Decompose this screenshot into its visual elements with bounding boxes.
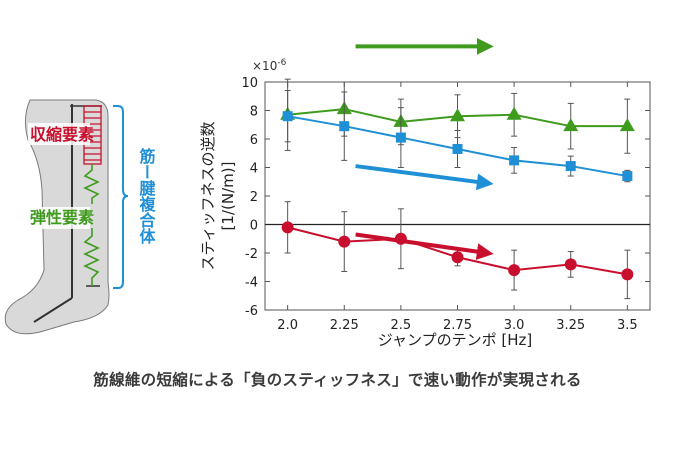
y-exponent: ×10-6: [252, 58, 287, 73]
data-point-square: [622, 171, 633, 182]
complex-bracket: [113, 105, 129, 289]
data-point-square: [565, 161, 576, 172]
data-point-circle: [621, 268, 634, 281]
y-axis-label-line2: [1/(N/m)]: [219, 162, 237, 231]
y-tick-label: 8: [250, 105, 258, 120]
x-tick-label: 2.75: [443, 318, 472, 333]
y-tick-label: -4: [245, 276, 258, 291]
elastic-spring-lower: [83, 228, 100, 286]
y-tick-label: 0: [250, 219, 258, 234]
data-point-square: [509, 155, 520, 166]
x-tick-label: 2.5: [391, 318, 412, 333]
bone-line-foot: [33, 297, 73, 323]
caption: 筋線維の短縮による「負のスティッフネス」で速い動作が実現される: [93, 371, 582, 389]
y-tick-label: 4: [250, 162, 258, 177]
data-point-circle: [508, 264, 521, 277]
data-point-circle: [564, 258, 577, 271]
data-point-triangle: [619, 118, 635, 132]
x-tick-label: 2.0: [277, 318, 298, 333]
data-point-circle: [338, 235, 351, 248]
x-tick-label: 3.25: [556, 318, 585, 333]
data-point-square: [282, 111, 293, 122]
series-layer: [280, 78, 635, 300]
elastic-spring-upper: [83, 164, 100, 204]
y-tick-label: 10: [241, 76, 258, 91]
label-elastic: 弾性要素: [30, 208, 94, 227]
x-tick-label: 3.5: [617, 318, 638, 333]
data-point-square: [339, 121, 350, 132]
data-point-square: [452, 143, 463, 154]
data-point-triangle: [563, 118, 579, 132]
x-axis-ticks: 2.0 2.25 2.5 2.75 3.0 3.25 3.5: [277, 82, 638, 333]
x-tick-label: 2.25: [330, 318, 359, 333]
y-axis-label-line1: スティッフネスの逆数: [199, 121, 217, 270]
data-point-triangle: [450, 108, 465, 122]
series-square: [282, 90, 633, 183]
label-complex: 筋ー腱複合体: [137, 147, 157, 245]
label-bg-contractile: [28, 123, 90, 145]
data-point-square: [395, 132, 406, 143]
trend-arrow: [355, 164, 494, 191]
y-tick-label: 2: [250, 190, 258, 205]
data-point-circle: [451, 251, 464, 264]
data-point-triangle: [506, 106, 522, 120]
leg-diagram: 収縮要素 弾性要素 筋ー腱複合体: [4, 99, 157, 335]
x-tick-label: 3.0: [504, 318, 525, 333]
label-bg-elastic: [28, 207, 90, 229]
label-contractile: 収縮要素: [30, 125, 94, 144]
trend-arrow: [355, 232, 494, 260]
y-tick-label: 6: [250, 133, 258, 148]
trend-arrows: [355, 37, 494, 260]
data-point-circle: [281, 221, 294, 234]
y-tick-label: -2: [245, 247, 258, 262]
chart: -6 -4 -2 0 2 4 6 8 10 2.0 2.25 2.5 2.75 3.0 3.25 3.5 ×…: [199, 37, 651, 349]
x-axis-label: ジャンプのテンポ [Hz]: [378, 331, 532, 349]
y-tick-label: -6: [245, 304, 258, 319]
y-axis-ticks: -6 -4 -2 0 2 4 6 8 10: [241, 76, 650, 319]
